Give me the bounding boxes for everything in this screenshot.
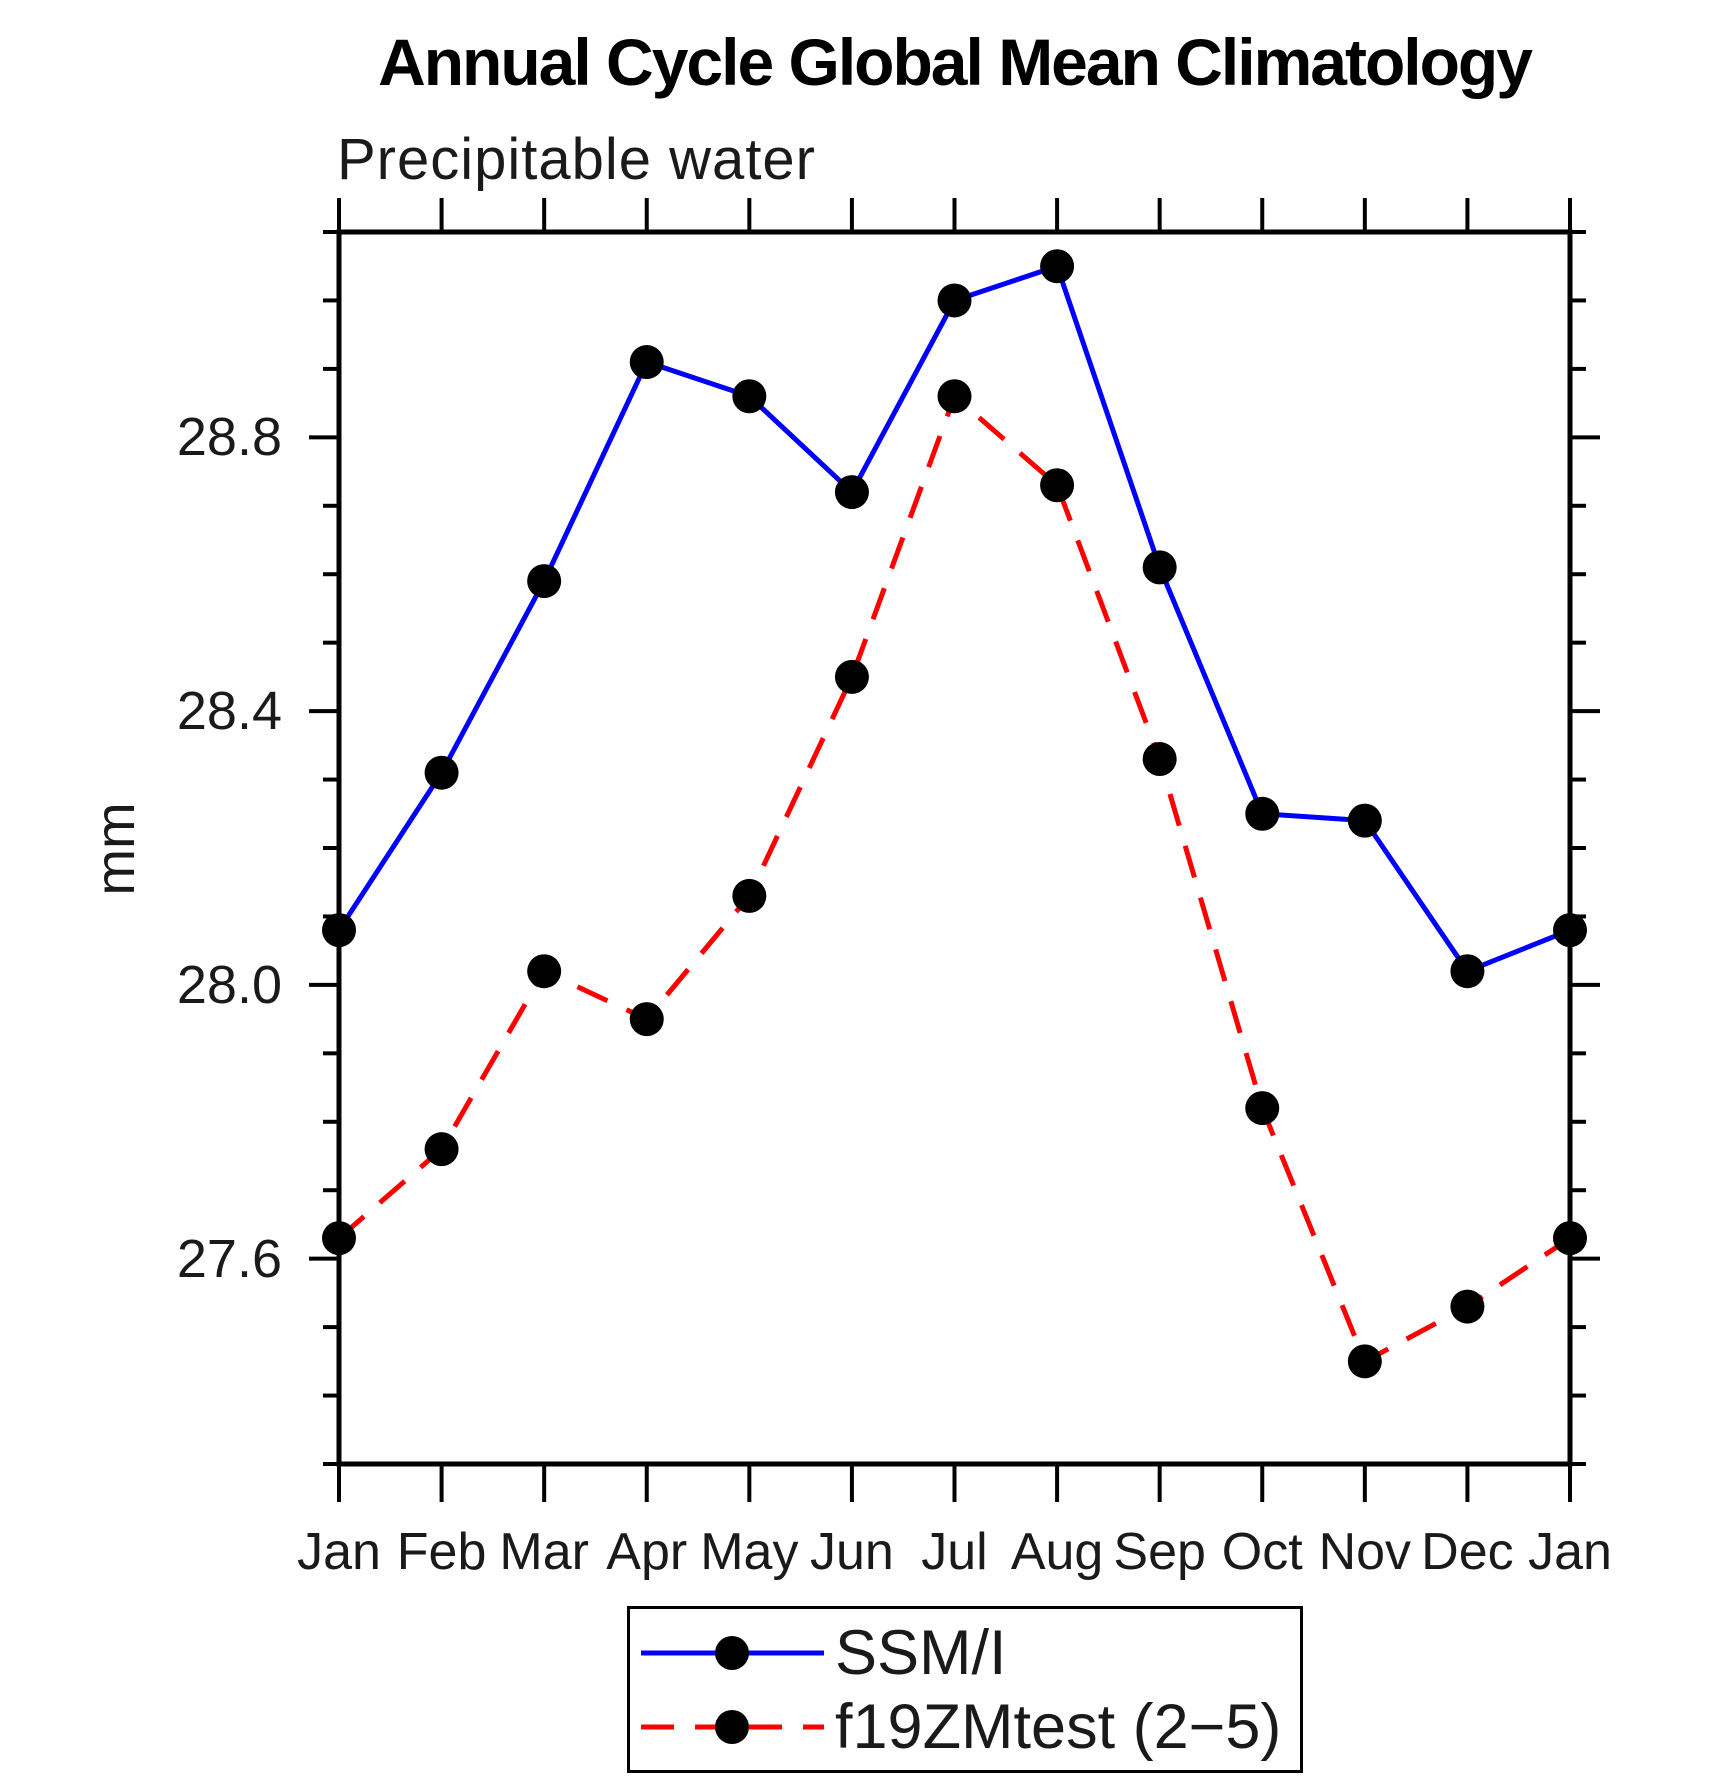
legend-label-ssmi: SSM/I bbox=[835, 1618, 1007, 1688]
data-point bbox=[732, 379, 767, 414]
data-point bbox=[937, 283, 972, 318]
x-tick-label: May bbox=[700, 1523, 799, 1581]
legend-entry-ssmi: SSM/I bbox=[636, 1618, 1007, 1688]
data-point bbox=[1040, 468, 1075, 503]
data-point bbox=[1142, 742, 1177, 777]
x-tick-label: Jan bbox=[297, 1523, 381, 1581]
data-point bbox=[322, 913, 356, 948]
data-point bbox=[629, 345, 664, 380]
data-point bbox=[1553, 1221, 1587, 1256]
y-axis-label: mm bbox=[83, 802, 146, 896]
data-point bbox=[1450, 1289, 1485, 1324]
data-point bbox=[1347, 803, 1382, 838]
data-point bbox=[629, 1002, 664, 1037]
legend-line-dashed-icon bbox=[641, 1710, 824, 1744]
x-tick-label: Sep bbox=[1113, 1523, 1206, 1581]
data-point bbox=[424, 755, 459, 790]
data-point bbox=[1347, 1344, 1382, 1379]
data-point bbox=[1040, 249, 1075, 284]
plot-frame bbox=[336, 229, 1573, 1467]
x-tick-label: Aug bbox=[1010, 1523, 1104, 1581]
data-point bbox=[1450, 954, 1485, 989]
x-tick-label: Nov bbox=[1318, 1523, 1412, 1581]
y-tick-label: 28.0 bbox=[176, 954, 282, 1015]
x-tick-label: Mar bbox=[499, 1523, 589, 1581]
series-line-1 bbox=[337, 393, 1572, 1364]
legend: SSM/I f19ZMtest (2−5) bbox=[627, 1606, 1303, 1773]
data-point bbox=[834, 659, 869, 694]
data-point bbox=[937, 379, 972, 414]
data-point bbox=[1245, 796, 1280, 831]
data-point bbox=[1142, 550, 1177, 585]
data-point bbox=[1553, 913, 1587, 948]
legend-label-f19zmtest: f19ZMtest (2−5) bbox=[835, 1692, 1282, 1762]
y-tick-label: 27.6 bbox=[176, 1228, 282, 1289]
data-point bbox=[322, 1221, 356, 1256]
data-point bbox=[834, 475, 869, 510]
x-tick-label: Apr bbox=[606, 1523, 688, 1581]
y-tick-label: 28.4 bbox=[176, 681, 282, 742]
legend-line-solid-icon bbox=[641, 1636, 824, 1670]
series-line-0 bbox=[336, 263, 1571, 974]
chart-title: Annual Cycle Global Mean Climatology bbox=[378, 25, 1533, 99]
x-tick-label: Oct bbox=[1221, 1523, 1303, 1581]
x-tick-label: Feb bbox=[396, 1523, 487, 1581]
x-tick-label: Dec bbox=[1421, 1523, 1514, 1581]
legend-entry-f19zmtest: f19ZMtest (2−5) bbox=[636, 1692, 1281, 1762]
chart-subtitle: Precipitable water bbox=[337, 127, 816, 192]
data-point bbox=[1245, 1091, 1280, 1126]
x-tick-label: Jan bbox=[1528, 1523, 1612, 1581]
x-tick-label: Jun bbox=[809, 1523, 894, 1581]
data-point bbox=[527, 954, 562, 989]
data-point bbox=[424, 1132, 459, 1167]
data-point bbox=[732, 878, 767, 913]
y-tick-label: 28.8 bbox=[176, 407, 282, 468]
x-tick-label: Jul bbox=[921, 1523, 988, 1581]
data-point bbox=[527, 564, 562, 599]
